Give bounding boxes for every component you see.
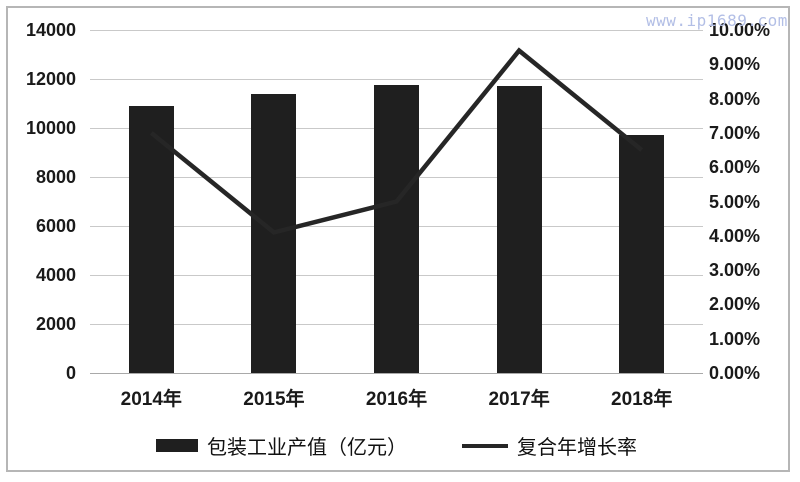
line-swatch-icon	[462, 443, 508, 448]
legend: 包装工业产值（亿元） 复合年增长率	[90, 431, 703, 460]
right-axis-tick: 3.00%	[709, 260, 761, 281]
x-axis-label: 2014年	[120, 389, 182, 410]
bar-swatch-icon	[156, 439, 198, 452]
right-axis-tick: 10.00%	[709, 20, 771, 40]
right-axis-tick: 0.00%	[709, 363, 761, 383]
gridline	[90, 30, 703, 31]
bar-2015年	[251, 93, 297, 373]
right-axis-tick: 4.00%	[709, 225, 761, 246]
left-axis-tick: 12000	[25, 69, 76, 89]
bar-2017年	[496, 86, 542, 373]
watermark: www.ip1689.com	[646, 11, 788, 30]
right-axis-tick: 8.00%	[709, 88, 761, 109]
left-axis-tick: 4000	[35, 265, 76, 285]
right-axis-tick: 7.00%	[709, 122, 761, 143]
legend-item-growth-rate: 复合年增长率	[462, 431, 637, 460]
legend-label-growth-rate: 复合年增长率	[517, 437, 637, 459]
x-axis-label: 2018年	[611, 389, 673, 410]
right-axis-tick: 6.00%	[709, 157, 761, 178]
bar-2014年	[128, 105, 174, 373]
left-axis-tick: 6000	[35, 216, 76, 236]
right-axis-tick: 2.00%	[709, 294, 761, 315]
left-axis-tick: 10000	[25, 118, 76, 138]
x-axis-label: 2016年	[365, 389, 428, 410]
x-axis-label: 2017年	[488, 389, 550, 410]
left-axis-tick: 8000	[35, 167, 76, 187]
right-axis-tick: 9.00%	[709, 54, 761, 75]
gridline	[90, 79, 703, 80]
bar-2018年	[619, 135, 665, 373]
x-axis-label: 2015年	[243, 389, 305, 410]
left-axis-tick: 2000	[35, 314, 76, 334]
right-axis-tick: 1.00%	[709, 328, 761, 349]
bar-2016年	[374, 85, 419, 373]
left-axis-tick: 0	[65, 363, 76, 383]
x-axis-line	[90, 373, 703, 374]
legend-item-output-value: 包装工业产值（亿元）	[156, 431, 407, 460]
right-axis-tick: 5.00%	[709, 191, 761, 212]
legend-label-output-value: 包装工业产值（亿元）	[207, 437, 407, 459]
left-axis-tick: 14000	[25, 20, 76, 40]
